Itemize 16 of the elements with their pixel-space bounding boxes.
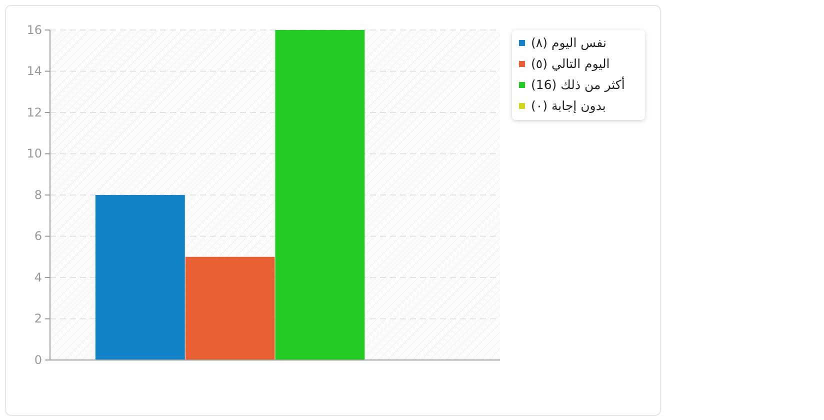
legend-label: اليوم التالي (٥) xyxy=(531,56,610,71)
y-tick-label: 8 xyxy=(34,188,42,202)
y-tick-label: 12 xyxy=(26,105,42,120)
y-tick-label: 14 xyxy=(26,64,42,78)
legend-label: بدون إجابة (٠) xyxy=(531,98,606,113)
legend-label: أكثر من ذلك (16) xyxy=(531,77,625,92)
y-tick-label: 10 xyxy=(26,146,42,161)
legend-label: نفس اليوم (٨) xyxy=(531,35,606,50)
bar xyxy=(185,256,275,360)
y-tick-label: 2 xyxy=(34,312,42,326)
y-tick-label: 6 xyxy=(34,229,42,244)
bar xyxy=(275,30,365,360)
y-tick-label: 0 xyxy=(34,352,42,367)
y-tick-label: 4 xyxy=(34,270,42,284)
y-tick-label: 16 xyxy=(26,22,42,37)
bar xyxy=(95,195,185,360)
